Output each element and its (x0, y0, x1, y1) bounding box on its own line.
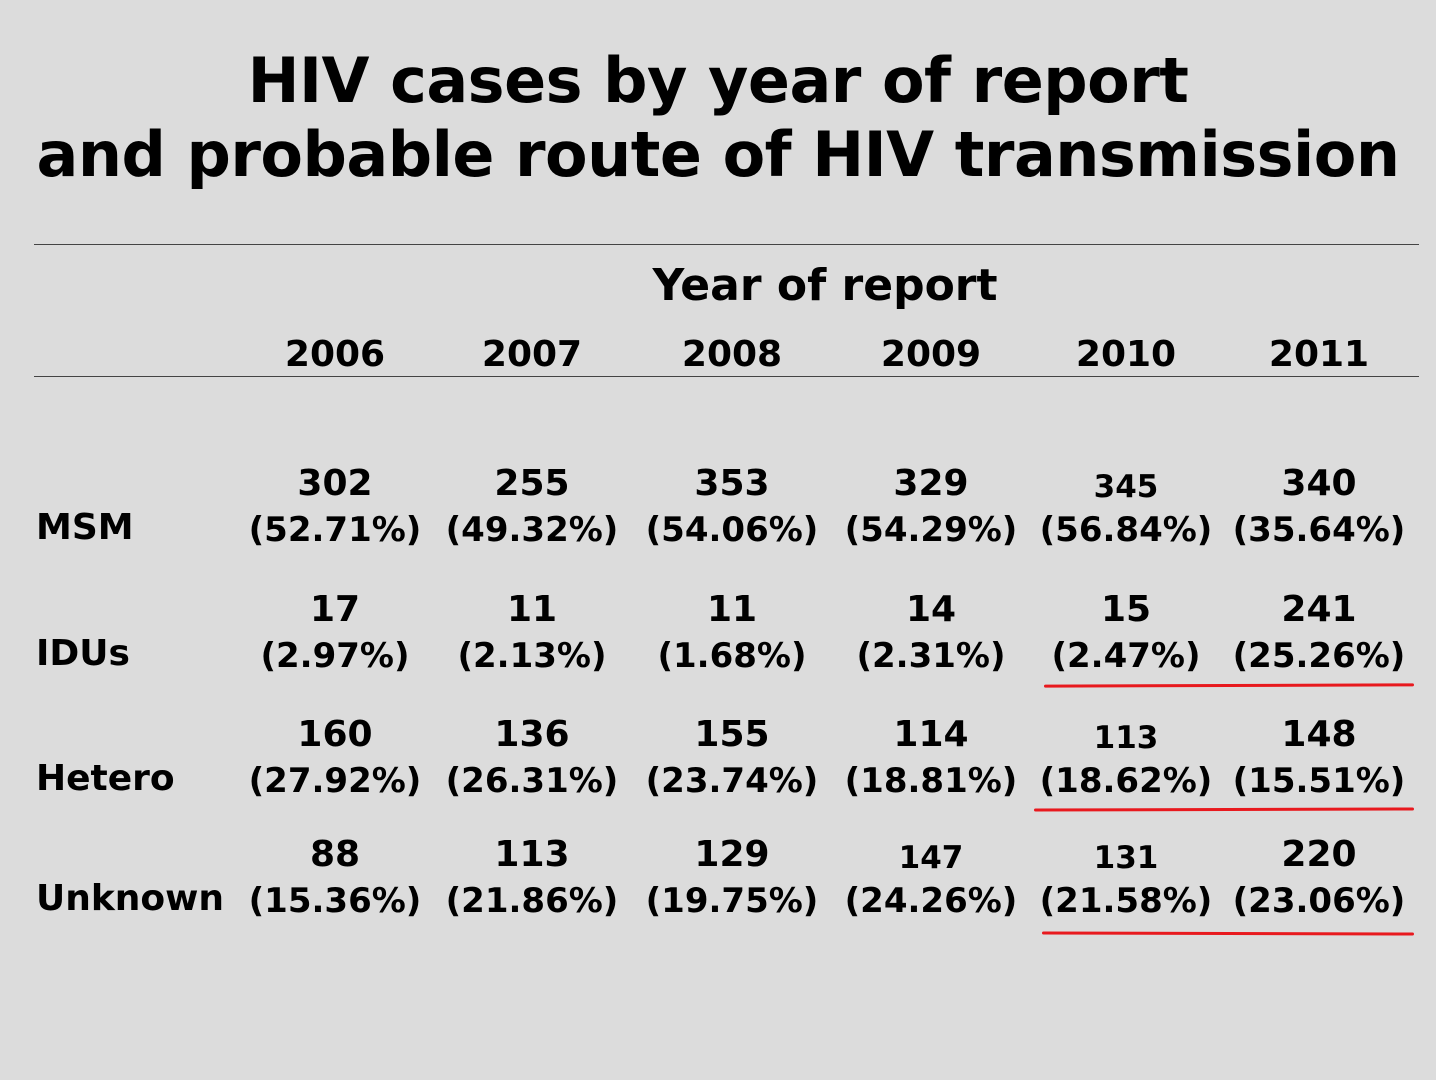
cell-count: 17 (309, 589, 361, 630)
table-cell: 340 (35.64%) (1219, 461, 1419, 553)
cell-percent: (2.13%) (457, 636, 607, 676)
table-cell: 131 (21.58%) (1026, 832, 1226, 924)
cell-percent: (18.81%) (844, 761, 1018, 801)
table-cell: 353 (54.06%) (632, 461, 832, 553)
cell-percent: (35.64%) (1232, 510, 1406, 550)
table-cell: 11 (1.68%) (632, 587, 832, 679)
cell-count: 353 (694, 463, 770, 504)
cell-percent: (18.62%) (1039, 761, 1213, 801)
cell-percent: (23.74%) (645, 761, 819, 801)
cell-percent: (56.84%) (1039, 510, 1213, 550)
row-label-msm: MSM (36, 507, 134, 548)
year-header-2009: 2009 (880, 334, 982, 375)
cell-percent: (2.97%) (260, 636, 410, 676)
row-label-unknown: Unknown (36, 878, 225, 919)
table-cell: 114 (18.81%) (831, 712, 1031, 804)
cell-count: 11 (506, 589, 558, 630)
table-header-rule (34, 376, 1419, 377)
cell-percent: (54.06%) (645, 510, 819, 550)
cell-count: 255 (494, 463, 570, 504)
table-cell: 148 (15.51%) (1219, 712, 1419, 804)
table-cell: 302 (52.71%) (235, 461, 435, 553)
year-header-2007: 2007 (481, 334, 583, 375)
cell-percent: (24.26%) (844, 881, 1018, 921)
year-header-2008: 2008 (681, 334, 783, 375)
table-cell: 88 (15.36%) (235, 832, 435, 924)
table-cell: 15 (2.47%) (1026, 587, 1226, 679)
column-group-header: Year of report (652, 260, 998, 311)
title-line-1: HIV cases by year of report (247, 44, 1189, 117)
cell-percent: (19.75%) (645, 881, 819, 921)
cell-percent: (15.51%) (1232, 761, 1406, 801)
row-label-idus: IDUs (36, 633, 130, 674)
cell-count: 155 (694, 714, 770, 755)
title-line-2: and probable route of HIV transmission (36, 118, 1400, 191)
cell-count: 11 (706, 589, 758, 630)
cell-count: 136 (494, 714, 570, 755)
cell-count: 345 (1093, 469, 1159, 505)
cell-count: 329 (893, 463, 969, 504)
table-cell: 255 (49.32%) (432, 461, 632, 553)
cell-percent: (49.32%) (445, 510, 619, 550)
cell-count: 88 (309, 834, 361, 875)
cell-count: 15 (1100, 589, 1152, 630)
cell-count: 302 (297, 463, 373, 504)
cell-count: 129 (694, 834, 770, 875)
cell-count: 131 (1093, 840, 1159, 876)
cell-count: 148 (1281, 714, 1357, 755)
cell-percent: (21.58%) (1039, 881, 1213, 921)
cell-percent: (2.47%) (1051, 636, 1201, 676)
table-cell: 241 (25.26%) (1219, 587, 1419, 679)
table-cell: 220 (23.06%) (1219, 832, 1419, 924)
table-cell: 17 (2.97%) (235, 587, 435, 679)
cell-percent: (21.86%) (445, 881, 619, 921)
table-top-rule (34, 244, 1419, 245)
cell-percent: (52.71%) (248, 510, 422, 550)
cell-count: 241 (1281, 589, 1357, 630)
row-label-hetero: Hetero (36, 758, 175, 799)
table-cell: 11 (2.13%) (432, 587, 632, 679)
cell-percent: (26.31%) (445, 761, 619, 801)
cell-count: 220 (1281, 834, 1357, 875)
table-cell: 129 (19.75%) (632, 832, 832, 924)
cell-percent: (1.68%) (657, 636, 807, 676)
cell-percent: (2.31%) (856, 636, 1006, 676)
highlight-underline-hetero (1033, 807, 1415, 812)
cell-percent: (27.92%) (248, 761, 422, 801)
highlight-underline-unknown (1041, 931, 1415, 936)
cell-percent: (25.26%) (1232, 636, 1406, 676)
cell-count: 147 (898, 840, 964, 876)
cell-count: 113 (494, 834, 570, 875)
cell-count: 113 (1093, 720, 1159, 756)
cell-percent: (15.36%) (248, 881, 422, 921)
cell-count: 114 (893, 714, 969, 755)
table-cell: 329 (54.29%) (831, 461, 1031, 553)
table-cell: 147 (24.26%) (831, 832, 1031, 924)
cell-percent: (23.06%) (1232, 881, 1406, 921)
year-header-2011: 2011 (1268, 334, 1370, 375)
highlight-underline-idus (1043, 683, 1415, 688)
cell-count: 340 (1281, 463, 1357, 504)
year-header-2006: 2006 (284, 334, 386, 375)
table-cell: 155 (23.74%) (632, 712, 832, 804)
cell-count: 160 (297, 714, 373, 755)
cell-count: 14 (905, 589, 957, 630)
cell-percent: (54.29%) (844, 510, 1018, 550)
year-header-2010: 2010 (1075, 334, 1177, 375)
table-cell: 14 (2.31%) (831, 587, 1031, 679)
table-cell: 113 (18.62%) (1026, 712, 1226, 804)
table-cell: 136 (26.31%) (432, 712, 632, 804)
table-cell: 345 (56.84%) (1026, 461, 1226, 553)
table-cell: 113 (21.86%) (432, 832, 632, 924)
table-cell: 160 (27.92%) (235, 712, 435, 804)
